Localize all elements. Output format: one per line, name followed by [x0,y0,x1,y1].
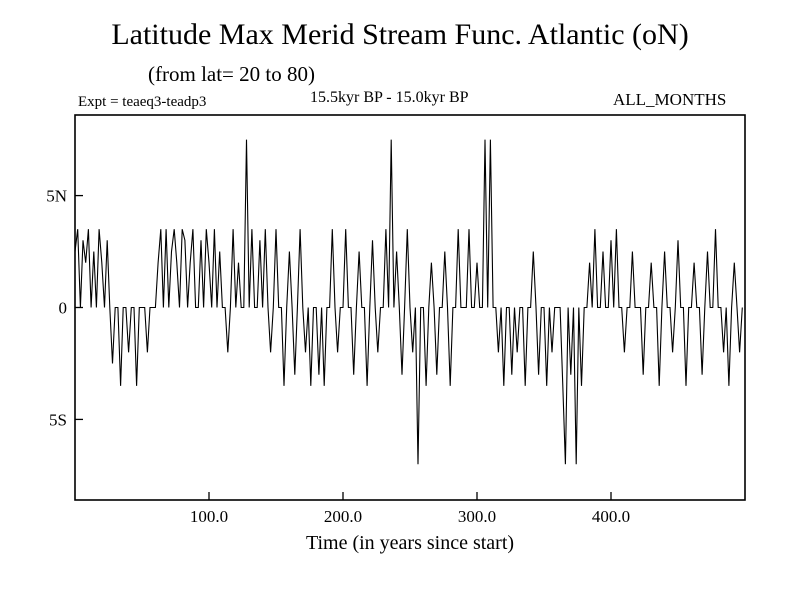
y-tick-label: 5S [49,410,67,429]
months-label: ALL_MONTHS [613,90,727,109]
chart-title: Latitude Max Merid Stream Func. Atlantic… [111,18,689,51]
x-tick-label: 300.0 [458,507,496,526]
x-tick-label: 400.0 [592,507,630,526]
time-period-label: 15.5kyr BP - 15.0kyr BP [310,89,469,106]
chart-subtitle: (from lat= 20 to 80) [148,62,315,86]
data-line [74,139,743,465]
y-tick-label: 5N [46,187,67,206]
experiment-label: Expt = teaeq3-teadp3 [78,94,207,110]
x-tick-label: 100.0 [190,507,228,526]
x-tick-label: 200.0 [324,507,362,526]
y-tick-label: 0 [59,299,68,318]
x-axis-label: Time (in years since start) [305,532,515,554]
